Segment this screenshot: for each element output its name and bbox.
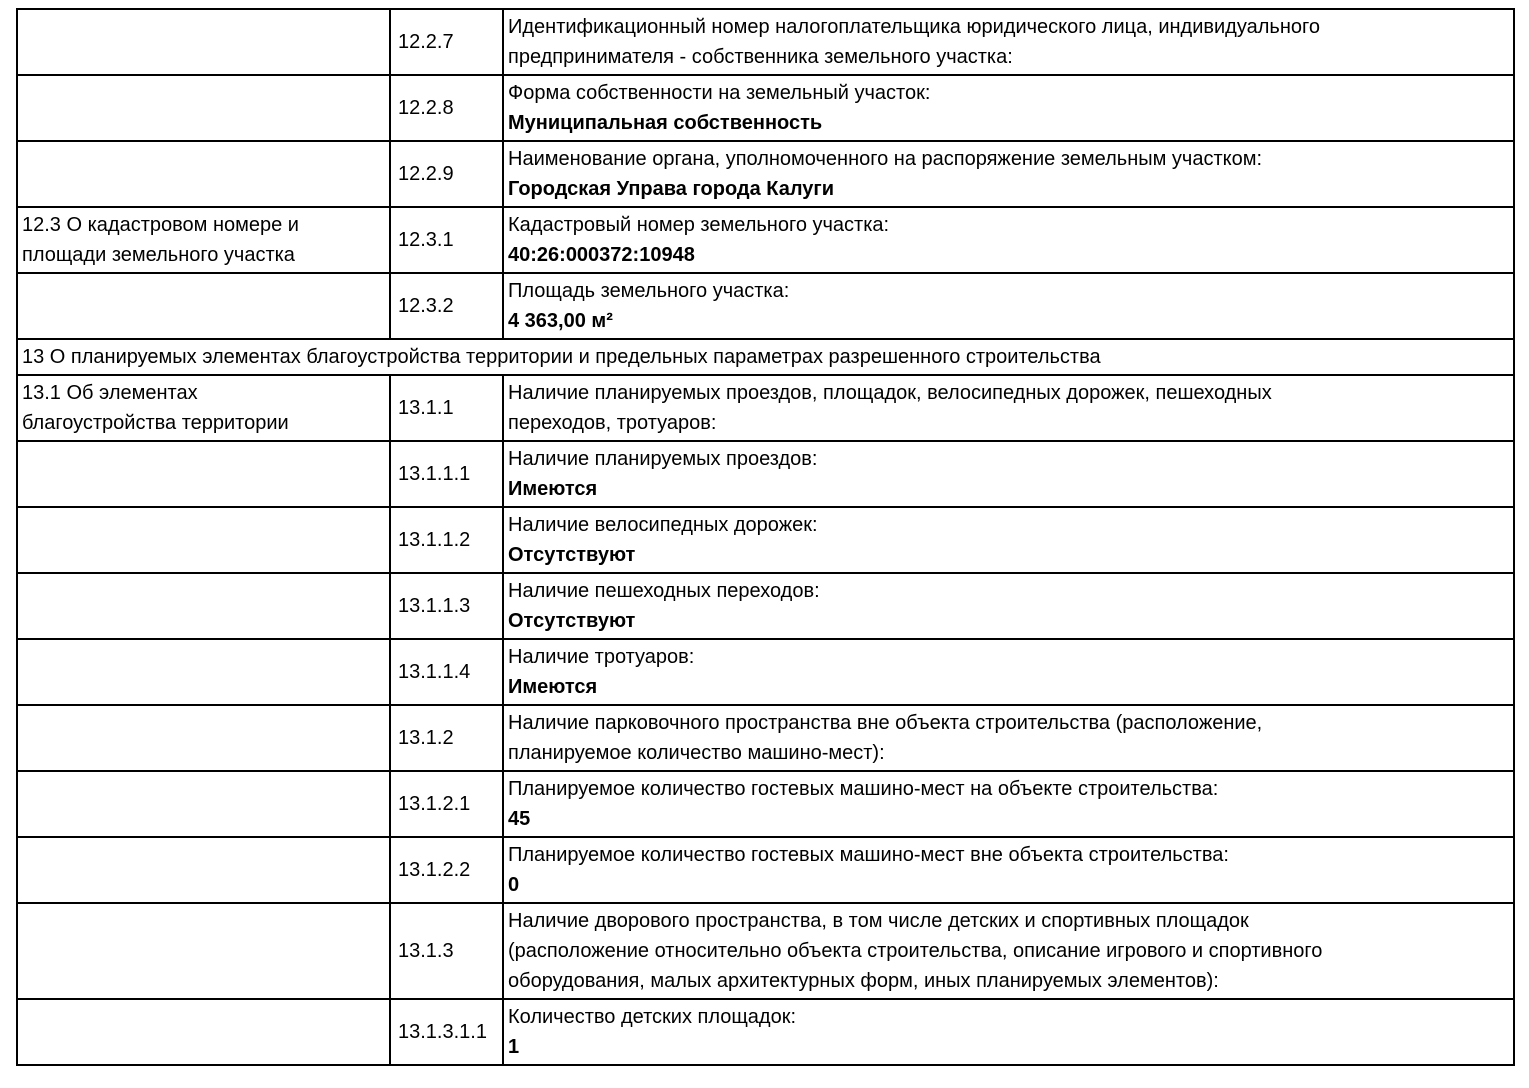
item-number-cell: 12.2.9 (389, 140, 504, 208)
table-row: 13.1.1.4 Наличие тротуаров: Имеются (16, 638, 1515, 706)
item-description-cell: Наличие парковочного пространства вне об… (502, 704, 1515, 772)
item-value: Имеются (508, 478, 598, 500)
item-label: Форма собственности на земельный участок… (508, 82, 931, 104)
item-number-cell: 13.1.1.4 (389, 638, 504, 706)
item-number-cell: 13.1.1.1 (389, 440, 504, 508)
table-row: 13.1.1.3 Наличие пешеходных переходов: Отс… (16, 572, 1515, 640)
item-label: Наличие планируемых проездов: (508, 448, 818, 470)
item-number-cell: 13.1.3 (389, 902, 504, 1000)
section-label-cell (16, 506, 391, 574)
item-number-cell: 12.3.2 (389, 272, 504, 340)
table-row: 12.2.7 Идентификационный номер налогоплат… (16, 8, 1515, 76)
item-number-cell: 13.1.1.3 (389, 572, 504, 640)
item-label: Площадь земельного участка: (508, 280, 790, 302)
item-description-cell: Идентификационный номер налогоплательщик… (502, 8, 1515, 76)
section-label-cell (16, 998, 391, 1066)
item-number-cell: 13.1.2.1 (389, 770, 504, 838)
section-label-cell (16, 272, 391, 340)
item-label: Кадастровый номер земельного участка: (508, 214, 890, 236)
item-number-cell: 13.1.1.2 (389, 506, 504, 574)
table-row: 12.3.2 Площадь земельного участка: 4 363,0… (16, 272, 1515, 340)
item-description-cell: Наличие планируемых проездов, площадок, … (502, 374, 1515, 442)
item-label: Идентификационный номер налогоплательщик… (508, 16, 1320, 68)
item-value: Городская Управа города Калуги (508, 178, 835, 200)
item-value: Имеются (508, 676, 598, 698)
item-label: Наличие велосипедных дорожек: (508, 514, 818, 536)
item-description-cell: Наличие планируемых проездов: Имеются (502, 440, 1515, 508)
item-description-cell: Наличие пешеходных переходов: Отсутствуют (502, 572, 1515, 640)
item-label: Планируемое количество гостевых машино-м… (508, 778, 1219, 800)
item-value: 4 363,00 м² (508, 310, 613, 332)
item-label: Наличие дворового пространства, в том чи… (508, 910, 1323, 992)
item-description-cell: Наличие велосипедных дорожек: Отсутствуют (502, 506, 1515, 574)
table-body: 12.2.7 Идентификационный номер налогоплат… (16, 8, 1515, 1066)
item-label: Количество детских площадок: (508, 1006, 797, 1028)
section-label-cell: 13.1 Об элементах благоустройства террит… (16, 374, 391, 442)
section-label-cell (16, 704, 391, 772)
item-number-cell: 13.1.2.2 (389, 836, 504, 904)
item-value: 45 (508, 808, 531, 830)
item-value: 0 (508, 874, 520, 896)
section-label-cell (16, 74, 391, 142)
table-row: 13.1.3 Наличие дворового пространства, в … (16, 902, 1515, 1000)
section-label-cell (16, 836, 391, 904)
table-row: 12.2.8 Форма собственности на земельный у… (16, 74, 1515, 142)
item-description-cell: Площадь земельного участка: 4 363,00 м² (502, 272, 1515, 340)
section-label-cell (16, 902, 391, 1000)
item-description-cell: Планируемое количество гостевых машино-м… (502, 770, 1515, 838)
item-value: 40:26:000372:10948 (508, 244, 695, 266)
item-label: Наличие тротуаров: (508, 646, 695, 668)
table-row: 13.1 Об элементах благоустройства террит… (16, 374, 1515, 442)
item-number-cell: 12.2.8 (389, 74, 504, 142)
table-row: 13.1.1.1 Наличие планируемых проездов: Име… (16, 440, 1515, 508)
item-description-cell: Форма собственности на земельный участок… (502, 74, 1515, 142)
table-row: 13.1.3.1.1 Количество детских площадок: 1 (16, 998, 1515, 1066)
document-page: { "colors": { "text": "#000000", "border… (0, 8, 1529, 1088)
table-row: 13.1.2.2 Планируемое количество гостевых … (16, 836, 1515, 904)
section-header-row: 13 О планируемых элементах благоустройст… (16, 338, 1515, 376)
item-description-cell: Количество детских площадок: 1 (502, 998, 1515, 1066)
item-description-cell: Наименование органа, уполномоченного на … (502, 140, 1515, 208)
item-number-cell: 13.1.3.1.1 (389, 998, 504, 1066)
table-row: 13.1.2.1 Планируемое количество гостевых … (16, 770, 1515, 838)
item-number-cell: 13.1.2 (389, 704, 504, 772)
item-number-cell: 13.1.1 (389, 374, 504, 442)
item-value: 1 (508, 1036, 520, 1058)
table-row: 12.2.9 Наименование органа, уполномоченно… (16, 140, 1515, 208)
item-description-cell: Кадастровый номер земельного участка: 40:… (502, 206, 1515, 274)
item-label: Планируемое количество гостевых машино-м… (508, 844, 1229, 866)
item-description-cell: Планируемое количество гостевых машино-м… (502, 836, 1515, 904)
item-value: Отсутствуют (508, 544, 636, 566)
item-number-cell: 12.2.7 (389, 8, 504, 76)
item-description-cell: Наличие дворового пространства, в том чи… (502, 902, 1515, 1000)
item-label: Наличие парковочного пространства вне об… (508, 712, 1263, 764)
section-label-cell (16, 638, 391, 706)
table-row: 13.1.1.2 Наличие велосипедных дорожек: Отс… (16, 506, 1515, 574)
item-label: Наличие пешеходных переходов: (508, 580, 820, 602)
section-label-cell (16, 8, 391, 76)
section-label-cell: 12.3 О кадастровом номере и площади земе… (16, 206, 391, 274)
table-row: 12.3 О кадастровом номере и площади земе… (16, 206, 1515, 274)
item-value: Муниципальная собственность (508, 112, 823, 134)
section-header-cell: 13 О планируемых элементах благоустройст… (16, 338, 1515, 376)
table-row: 13.1.2 Наличие парковочного пространства … (16, 704, 1515, 772)
section-label-cell (16, 572, 391, 640)
section-label-cell (16, 770, 391, 838)
project-declaration-table: 12.2.7 Идентификационный номер налогоплат… (16, 8, 1515, 1066)
item-value: Отсутствуют (508, 610, 636, 632)
section-label-cell (16, 440, 391, 508)
item-number-cell: 12.3.1 (389, 206, 504, 274)
section-label-cell (16, 140, 391, 208)
item-label: Наличие планируемых проездов, площадок, … (508, 382, 1272, 434)
item-label: Наименование органа, уполномоченного на … (508, 148, 1263, 170)
item-description-cell: Наличие тротуаров: Имеются (502, 638, 1515, 706)
